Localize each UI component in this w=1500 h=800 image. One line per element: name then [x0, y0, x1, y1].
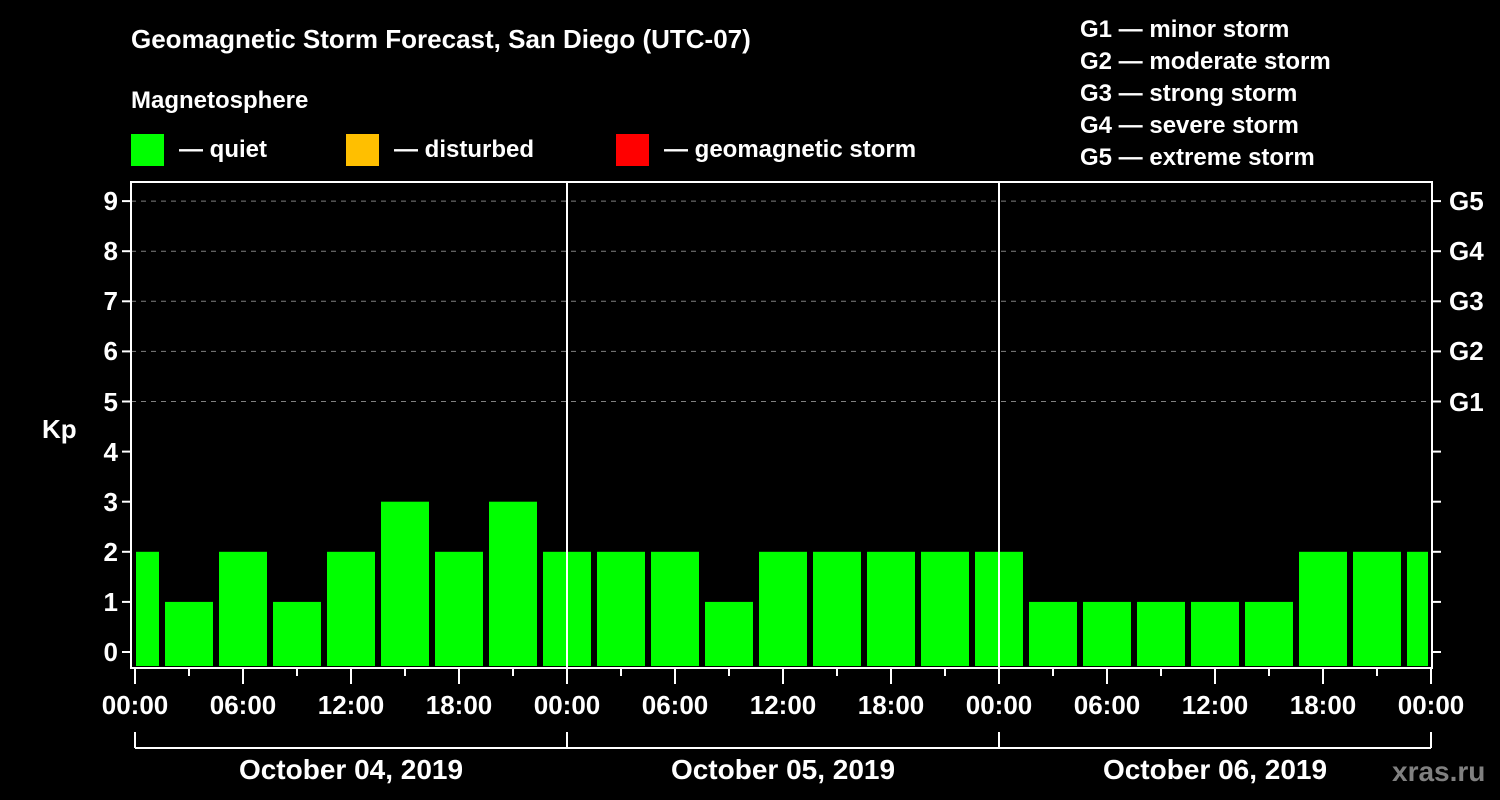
y-tick-label: 4 [103, 436, 118, 467]
kp-bar [273, 601, 321, 666]
grid-lines [131, 200, 1432, 402]
x-tick-label: 18:00 [857, 690, 925, 720]
g-tick-label: G1 [1449, 386, 1484, 417]
y-tick-label: 1 [103, 586, 118, 617]
kp-bar [219, 551, 267, 666]
y-tick-label: 9 [103, 186, 118, 217]
g-scale-legend: G1 — minor storm G2 — moderate storm G3 … [1080, 14, 1331, 174]
kp-bar [705, 601, 753, 666]
x-tick-label: 12:00 [749, 690, 817, 720]
kp-bar [651, 551, 699, 666]
x-tick-label: 06:00 [641, 690, 709, 720]
day-label: October 05, 2019 [670, 754, 896, 785]
kp-bar [1299, 551, 1347, 666]
y-tick-label: 5 [103, 386, 118, 417]
watermark: xras.ru [1392, 756, 1486, 787]
x-tick-label: 18:00 [425, 690, 493, 720]
x-tick-label: 06:00 [209, 690, 277, 720]
kp-bar [489, 501, 537, 666]
legend-disturbed: — disturbed [346, 134, 534, 166]
kp-bar [1245, 601, 1293, 666]
legend-swatch-storm [616, 134, 649, 166]
day-label: October 06, 2019 [1102, 754, 1328, 785]
x-tick-label: 18:00 [1289, 690, 1357, 720]
x-tick-label: 00:00 [101, 690, 169, 720]
g-scale-item: G4 — severe storm [1080, 112, 1299, 139]
legend-storm: — geomagnetic storm [616, 134, 916, 166]
kp-bar [597, 551, 645, 666]
y-tick-label: 2 [103, 536, 118, 567]
x-tick-label: 00:00 [1397, 690, 1465, 720]
kp-bar [136, 551, 159, 666]
kp-bar [759, 551, 807, 666]
kp-bar [867, 551, 915, 666]
g-scale-item: G3 — strong storm [1080, 80, 1298, 107]
g-scale-item: G1 — minor storm [1080, 16, 1290, 43]
legend-label-disturbed: — disturbed [394, 136, 535, 163]
x-tick-label: 00:00 [965, 690, 1033, 720]
kp-bar [165, 601, 213, 666]
x-tick-label: 00:00 [533, 690, 601, 720]
kp-bar [327, 551, 375, 666]
y-tick-label: 6 [103, 336, 118, 367]
x-tick-label: 12:00 [317, 690, 385, 720]
g-tick-label: G2 [1449, 336, 1484, 367]
chart-subtitle: Magnetosphere [131, 87, 309, 114]
y-tick-label: 0 [103, 637, 118, 667]
kp-bar [435, 551, 483, 666]
chart-title: Geomagnetic Storm Forecast, San Diego (U… [131, 24, 751, 54]
legend-label-quiet: — quiet [179, 136, 267, 163]
g-tick-label: G5 [1449, 186, 1484, 217]
kp-bar [921, 551, 969, 666]
x-tick-label: 12:00 [1181, 690, 1249, 720]
legend-swatch-disturbed [346, 134, 379, 166]
y-tick-label: 7 [103, 286, 118, 317]
kp-bar [813, 551, 861, 666]
axes [122, 181, 1441, 749]
kp-bar [1407, 551, 1428, 666]
plot-frame [130, 181, 1433, 669]
kp-bar [1353, 551, 1401, 666]
kp-bars [136, 501, 1428, 666]
kp-bar [1083, 601, 1131, 666]
g-tick-label: G4 [1449, 236, 1484, 267]
kp-bar [381, 501, 429, 666]
day-label: October 04, 2019 [238, 754, 464, 785]
kp-bar [1029, 601, 1077, 666]
g-tick-label: G3 [1449, 286, 1484, 317]
g-scale-item: G5 — extreme storm [1080, 144, 1315, 171]
y-axis-label: Kp [42, 414, 77, 444]
legend-label-storm: — geomagnetic storm [664, 136, 917, 163]
legend-swatch-quiet [131, 134, 164, 166]
kp-bar [1191, 601, 1239, 666]
legend-quiet: — quiet [131, 134, 267, 166]
x-tick-label: 06:00 [1073, 690, 1141, 720]
kp-bar [1137, 601, 1185, 666]
y-tick-label: 3 [103, 486, 118, 517]
g-scale-item: G2 — moderate storm [1080, 48, 1331, 75]
y-tick-label: 8 [103, 236, 118, 267]
